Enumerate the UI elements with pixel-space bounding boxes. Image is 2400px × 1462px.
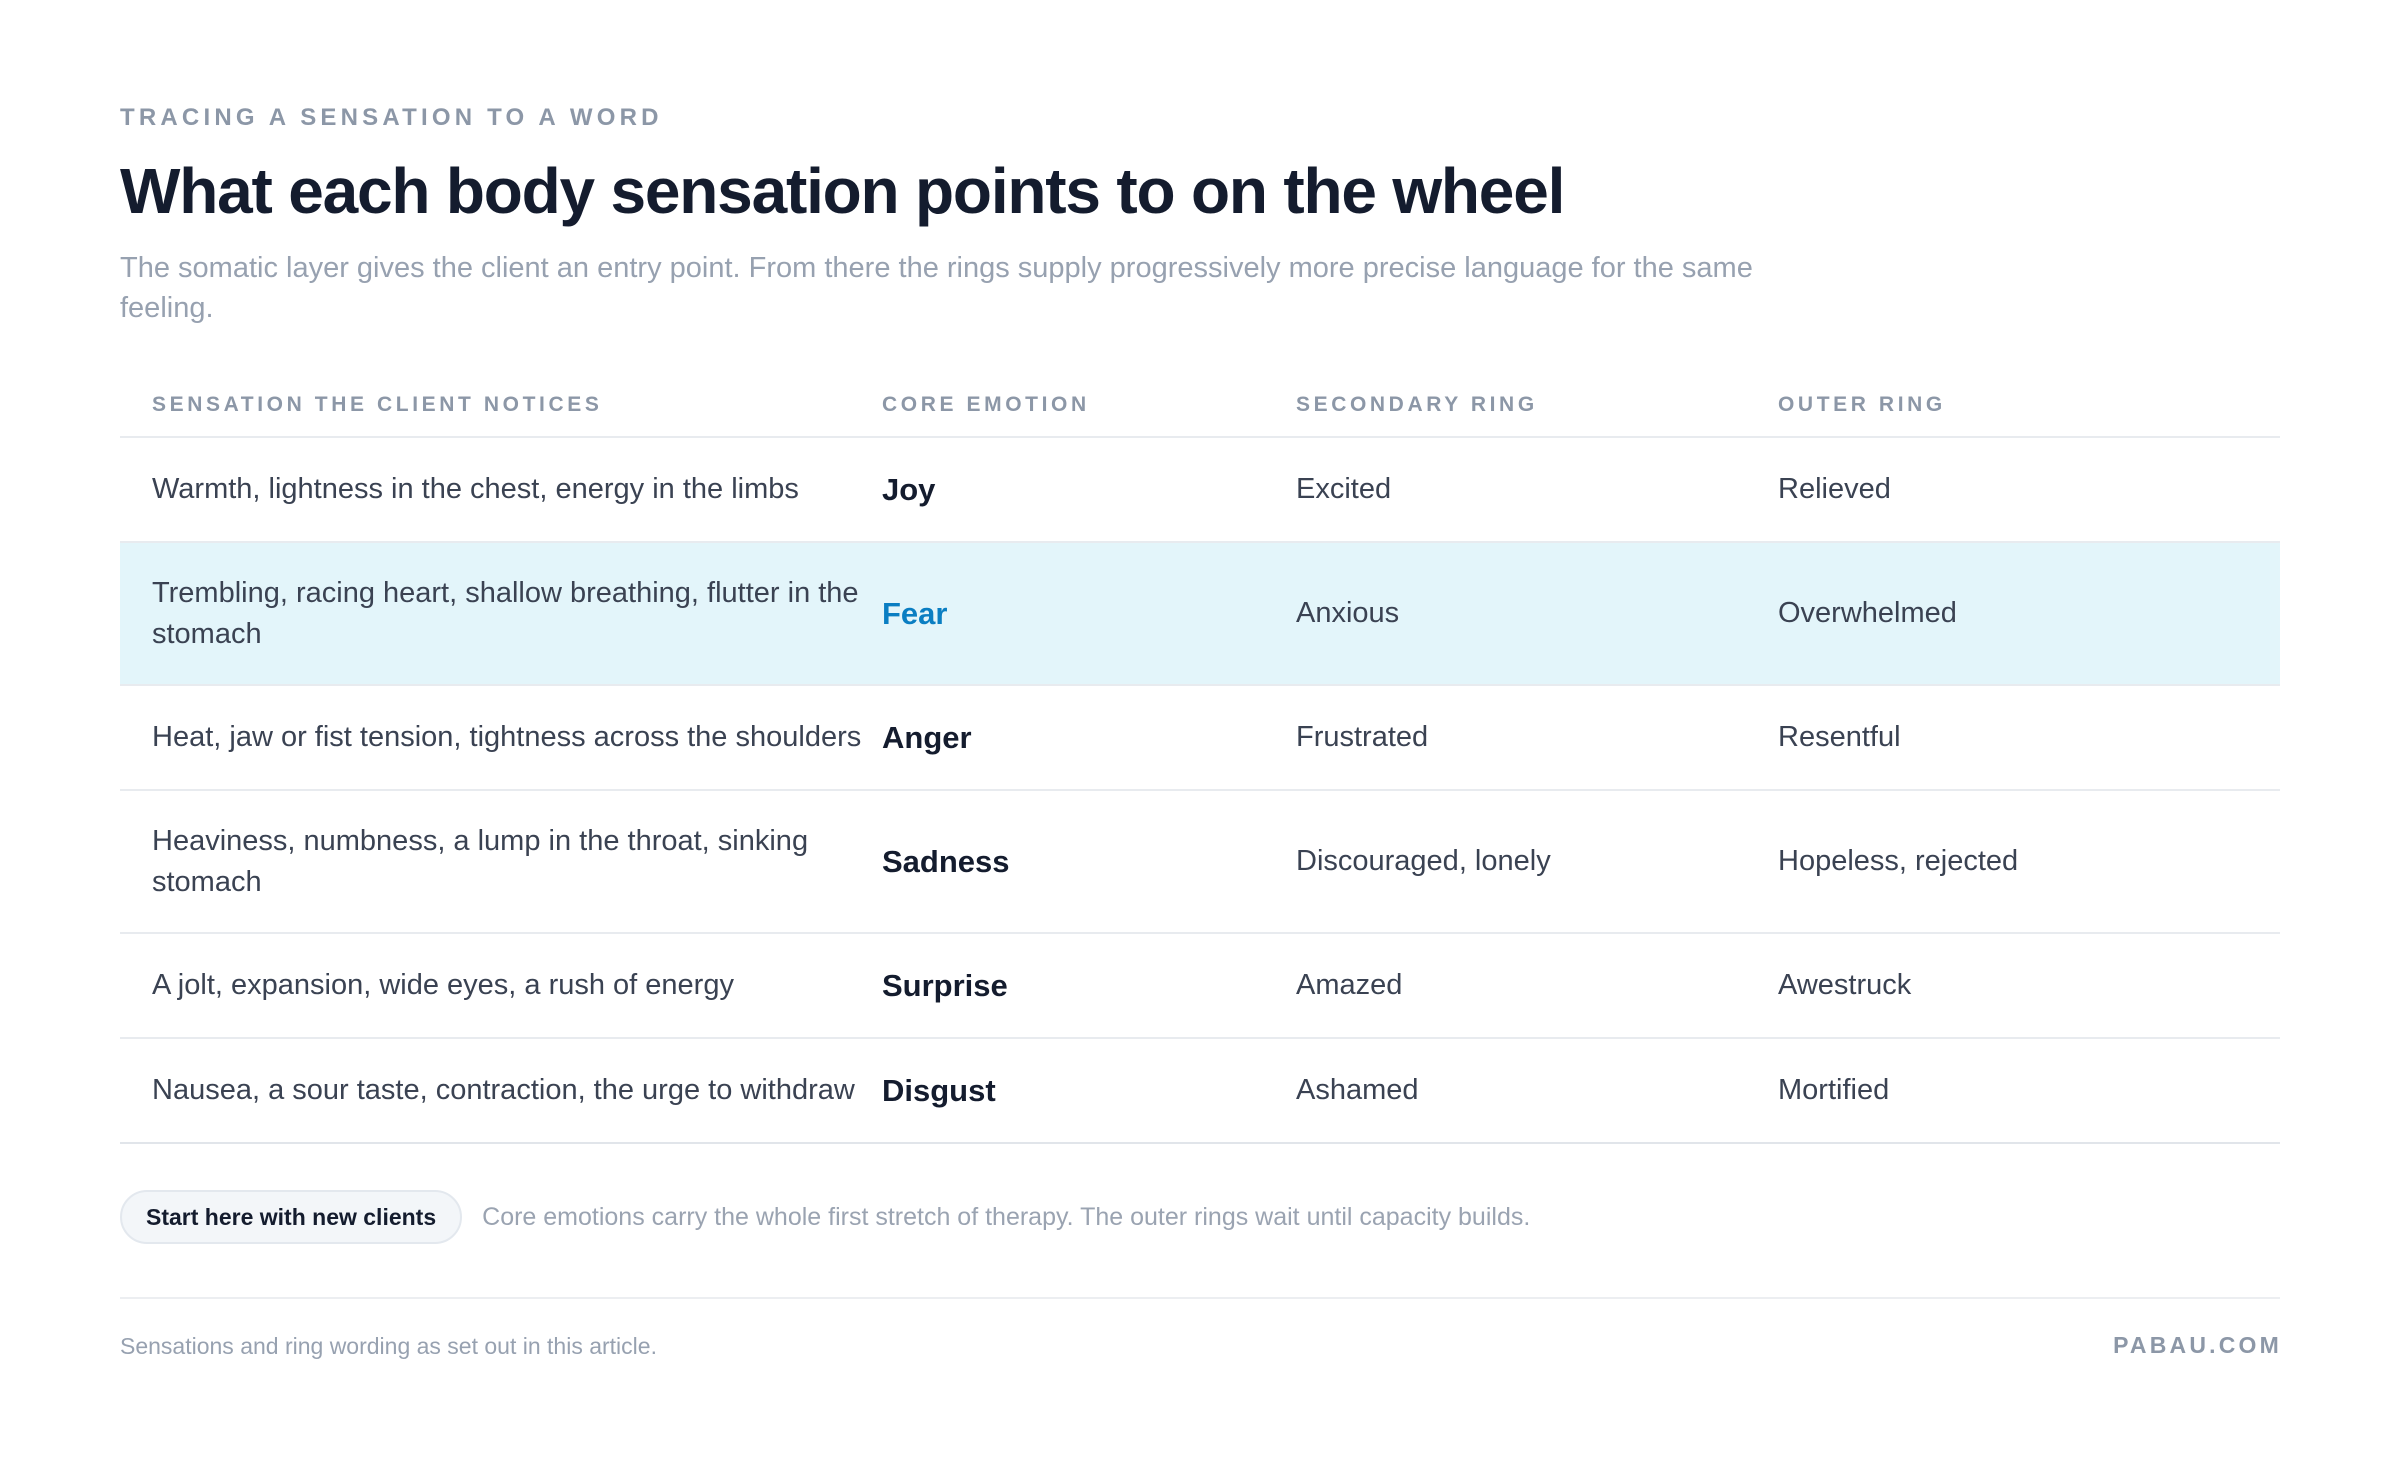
table-row-highlighted: Trembling, racing heart, shallow breathi… (120, 543, 2280, 686)
source-note: Sensations and ring wording as set out i… (120, 1333, 657, 1359)
secondary-ring-cell: Anxious (1296, 597, 1400, 629)
sensation-cell: Nausea, a sour taste, contraction, the u… (152, 1074, 855, 1106)
secondary-ring-cell: Frustrated (1296, 721, 1429, 753)
outer-ring-cell: Hopeless, rejected (1778, 845, 2019, 877)
table-row: A jolt, expansion, wide eyes, a rush of … (120, 934, 2280, 1039)
column-header-outer-ring: OUTER RING (1778, 393, 1946, 416)
core-emotion-cell: Surprise (882, 967, 1008, 1003)
sensation-cell: A jolt, expansion, wide eyes, a rush of … (152, 969, 734, 1001)
secondary-ring-cell: Discouraged, lonely (1296, 845, 1551, 877)
outer-ring-cell: Resentful (1778, 721, 1901, 753)
guidance-text: Core emotions carry the whole first stre… (482, 1202, 1531, 1231)
sensation-cell: Trembling, racing heart, shallow breathi… (152, 576, 859, 650)
table-header: SENSATION THE CLIENT NOTICES CORE EMOTIO… (120, 374, 2280, 438)
outer-ring-cell: Mortified (1778, 1074, 1890, 1106)
core-emotion-cell: Fear (882, 595, 948, 631)
outer-ring-cell: Overwhelmed (1778, 597, 1957, 629)
sensation-cell: Heaviness, numbness, a lump in the throa… (152, 824, 809, 898)
footer-divider (120, 1297, 2280, 1299)
core-emotion-cell: Disgust (882, 1072, 996, 1108)
column-header-core-emotion: CORE EMOTION (882, 393, 1090, 416)
start-here-badge: Start here with new clients (120, 1190, 463, 1244)
outer-ring-cell: Relieved (1778, 473, 1891, 505)
page-subtitle: The somatic layer gives the client an en… (120, 252, 1753, 324)
page-title: What each body sensation points to on th… (120, 155, 1565, 227)
eyebrow-label: TRACING A SENSATION TO A WORD (120, 104, 663, 131)
table-row: Heat, jaw or fist tension, tightness acr… (120, 686, 2280, 791)
sensation-cell: Heat, jaw or fist tension, tightness acr… (152, 721, 862, 753)
column-header-sensation: SENSATION THE CLIENT NOTICES (152, 393, 603, 416)
core-emotion-cell: Joy (882, 471, 936, 507)
secondary-ring-cell: Amazed (1296, 969, 1403, 1001)
column-header-secondary-ring: SECONDARY RING (1296, 393, 1538, 416)
outer-ring-cell: Awestruck (1778, 969, 1912, 1001)
secondary-ring-cell: Excited (1296, 473, 1392, 505)
sensation-table: SENSATION THE CLIENT NOTICES CORE EMOTIO… (120, 374, 2280, 1144)
table-row: Warmth, lightness in the chest, energy i… (120, 438, 2280, 543)
core-emotion-cell: Anger (882, 719, 972, 755)
sensation-cell: Warmth, lightness in the chest, energy i… (152, 473, 799, 505)
brand-label: PABAU.COM (2113, 1332, 2282, 1358)
secondary-ring-cell: Ashamed (1296, 1074, 1419, 1106)
table-row: Nausea, a sour taste, contraction, the u… (120, 1039, 2280, 1144)
guidance-note: Start here with new clients Core emotion… (120, 1190, 1530, 1244)
core-emotion-cell: Sadness (882, 843, 1010, 879)
table-row: Heaviness, numbness, a lump in the throa… (120, 791, 2280, 934)
